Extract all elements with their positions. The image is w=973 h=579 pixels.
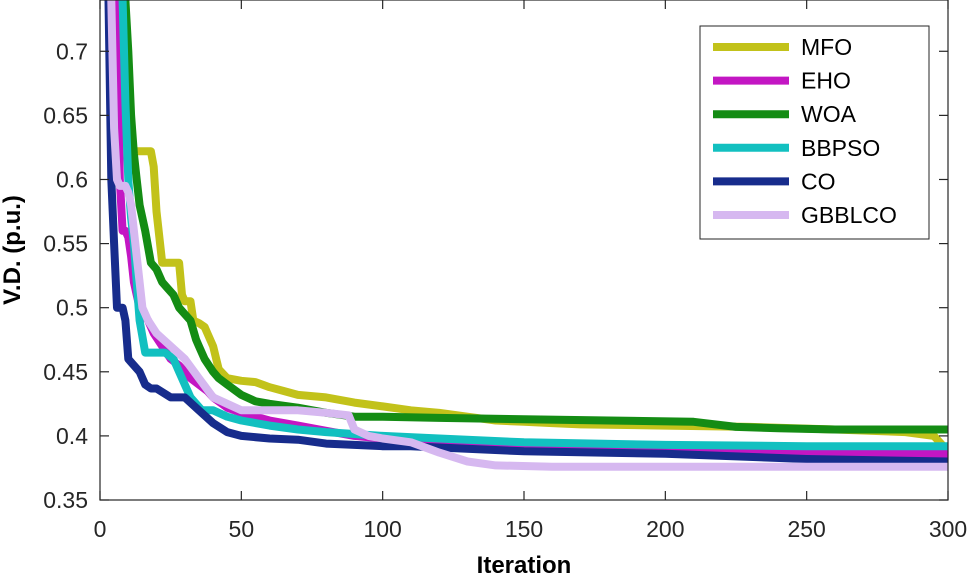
y-tick-label: 0.45 [43, 359, 88, 385]
legend-label-mfo: MFO [801, 34, 852, 60]
x-tick-label: 100 [363, 516, 401, 542]
x-axis-label: Iteration [477, 552, 572, 579]
y-tick-label: 0.65 [43, 102, 88, 128]
y-tick-label: 0.5 [56, 295, 88, 321]
x-tick-label: 250 [787, 516, 825, 542]
tick-layer: 0 50 100 150 200 250 300 0.35 0.4 0.45 0.5 0.55 0.6 0… [43, 0, 967, 542]
legend-label-eho: EHO [801, 68, 851, 94]
y-axis-label: V.D. (p.u.) [0, 195, 26, 305]
series-line-co [104, 0, 948, 466]
legend-label-woa: WOA [801, 101, 857, 127]
legend: MFO EHO WOA BBPSO CO GBBLCO [699, 25, 930, 240]
x-tick-label: 50 [229, 516, 255, 542]
x-tick-label: 200 [646, 516, 684, 542]
legend-label-bbpso: BBPSO [801, 135, 880, 161]
x-tick-label: 0 [94, 516, 107, 542]
legend-label-gbblco: GBBLCO [801, 202, 897, 228]
legend-box [699, 25, 930, 240]
y-tick-label: 0.7 [56, 38, 88, 64]
series-line-woa [121, 0, 948, 434]
y-tick-label: 0.35 [43, 487, 88, 513]
x-tick-label: 150 [505, 516, 543, 542]
y-tick-label: 0.6 [56, 166, 88, 192]
y-tick-label: 0.55 [43, 231, 88, 257]
y-tick-label: 0.4 [56, 423, 88, 449]
x-tick-label: 300 [929, 516, 967, 542]
series-layer [104, 0, 948, 471]
legend-label-co: CO [801, 168, 836, 194]
series-line-gbblco [107, 0, 948, 471]
